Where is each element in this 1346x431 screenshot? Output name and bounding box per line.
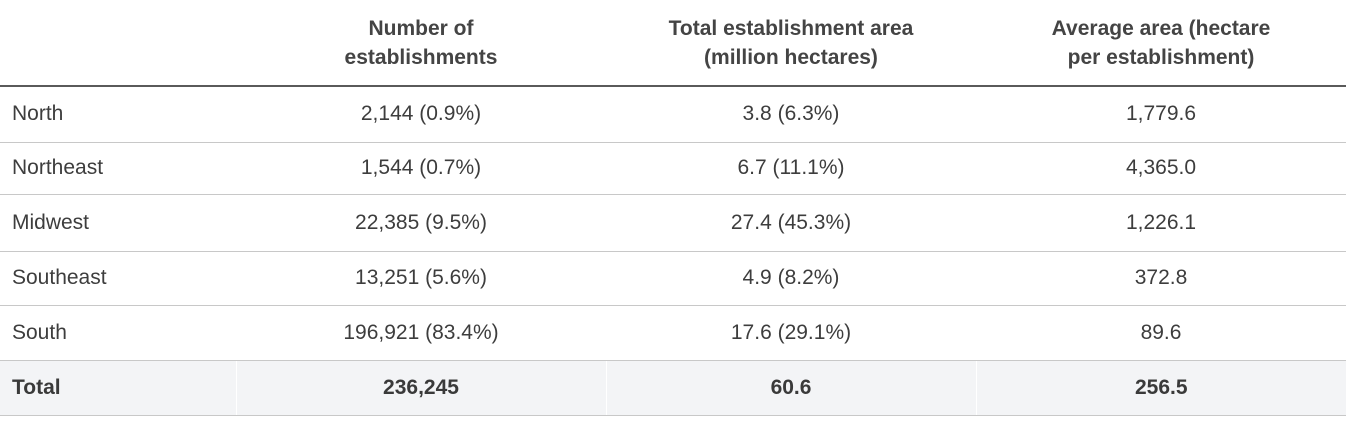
area-cell: 6.7 (11.1%) [606, 142, 976, 195]
table-row: Midwest 22,385 (9.5%) 27.4 (45.3%) 1,226… [0, 194, 1346, 252]
establishments-table-container: Number of establishments Total establish… [0, 0, 1346, 416]
number-cell: 13,251 (5.6%) [236, 251, 606, 306]
number-cell: 22,385 (9.5%) [236, 194, 606, 252]
average-cell: 1,779.6 [976, 86, 1346, 143]
header-row: Number of establishments Total establish… [0, 0, 1346, 87]
header-average-area: Average area (hectare per establishment) [976, 0, 1346, 87]
header-region [0, 0, 236, 87]
region-cell: South [0, 305, 236, 361]
total-area-cell: 60.6 [605, 359, 976, 416]
number-cell: 196,921 (83.4%) [236, 305, 606, 361]
area-cell: 27.4 (45.3%) [606, 194, 976, 252]
average-cell: 1,226.1 [976, 194, 1346, 252]
average-cell: 4,365.0 [976, 142, 1346, 195]
table-row: Southeast 13,251 (5.6%) 4.9 (8.2%) 372.8 [0, 251, 1346, 306]
region-cell: North [0, 86, 236, 143]
table-body: North 2,144 (0.9%) 3.8 (6.3%) 1,779.6 No… [0, 86, 1346, 416]
table-row: North 2,144 (0.9%) 3.8 (6.3%) 1,779.6 [0, 86, 1346, 143]
area-cell: 4.9 (8.2%) [606, 251, 976, 306]
header-avg-area-line-1: Average area (hectare [1051, 16, 1271, 40]
number-cell: 2,144 (0.9%) [236, 86, 606, 143]
region-cell: Midwest [0, 194, 236, 252]
header-total-area-line-1: Total establishment area [668, 16, 914, 40]
region-cell: Southeast [0, 251, 236, 306]
header-total-area-line-2: (million hectares) [704, 45, 878, 69]
header-avg-area-line-2: per establishment) [1067, 45, 1255, 69]
average-cell: 372.8 [976, 251, 1346, 306]
average-cell: 89.6 [976, 305, 1346, 361]
number-cell: 1,544 (0.7%) [236, 142, 606, 195]
table-row: South 196,921 (83.4%) 17.6 (29.1%) 89.6 [0, 305, 1346, 361]
total-average-cell: 256.5 [975, 359, 1346, 416]
area-cell: 3.8 (6.3%) [606, 86, 976, 143]
region-cell: Northeast [0, 142, 236, 195]
table-row: Northeast 1,544 (0.7%) 6.7 (11.1%) 4,365… [0, 142, 1346, 195]
table-header: Number of establishments Total establish… [0, 0, 1346, 87]
area-cell: 17.6 (29.1%) [606, 305, 976, 361]
total-label-cell: Total [0, 359, 236, 416]
total-number-cell: 236,245 [235, 359, 606, 416]
header-total-establishment-area: Total establishment area (million hectar… [606, 0, 976, 87]
establishments-table: Number of establishments Total establish… [0, 0, 1346, 416]
header-number-line-2: establishments [344, 45, 498, 69]
total-row: Total 236,245 60.6 256.5 [0, 359, 1346, 416]
header-number-line-1: Number of [368, 16, 474, 40]
header-number-of-establishments: Number of establishments [236, 0, 606, 87]
